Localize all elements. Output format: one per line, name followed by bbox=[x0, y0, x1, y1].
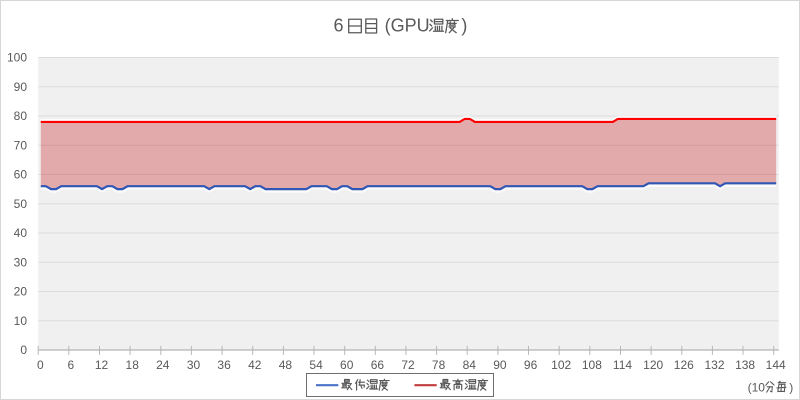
svg-text:132: 132 bbox=[704, 358, 724, 372]
svg-text:): ) bbox=[789, 380, 793, 394]
svg-text:(GPU: (GPU bbox=[385, 15, 430, 35]
svg-text:102: 102 bbox=[551, 358, 571, 372]
svg-text:(10: (10 bbox=[748, 380, 766, 394]
svg-text:10: 10 bbox=[14, 314, 28, 328]
svg-text:144: 144 bbox=[766, 358, 786, 372]
svg-text:100: 100 bbox=[7, 51, 27, 65]
svg-text:0: 0 bbox=[37, 358, 44, 372]
svg-text:138: 138 bbox=[735, 358, 755, 372]
svg-text:18: 18 bbox=[126, 358, 140, 372]
svg-text:24: 24 bbox=[156, 358, 170, 372]
svg-text:80: 80 bbox=[14, 109, 28, 123]
svg-text:6: 6 bbox=[68, 358, 75, 372]
svg-text:90: 90 bbox=[14, 80, 28, 94]
svg-text:50: 50 bbox=[14, 197, 28, 211]
svg-text:60: 60 bbox=[14, 168, 28, 182]
svg-text:70: 70 bbox=[14, 138, 28, 152]
svg-text:42: 42 bbox=[248, 358, 262, 372]
svg-text:30: 30 bbox=[187, 358, 201, 372]
svg-text:84: 84 bbox=[463, 358, 477, 372]
svg-text:90: 90 bbox=[493, 358, 507, 372]
svg-text:6: 6 bbox=[334, 15, 344, 35]
svg-text:54: 54 bbox=[309, 358, 323, 372]
svg-text:20: 20 bbox=[14, 285, 28, 299]
svg-text:108: 108 bbox=[582, 358, 602, 372]
svg-text:72: 72 bbox=[401, 358, 415, 372]
svg-text:78: 78 bbox=[432, 358, 446, 372]
svg-text:0: 0 bbox=[20, 343, 27, 357]
svg-text:120: 120 bbox=[643, 358, 663, 372]
svg-text:36: 36 bbox=[217, 358, 231, 372]
svg-text:12: 12 bbox=[95, 358, 109, 372]
svg-text:96: 96 bbox=[524, 358, 538, 372]
svg-text:30: 30 bbox=[14, 255, 28, 269]
svg-text:48: 48 bbox=[279, 358, 293, 372]
svg-text:66: 66 bbox=[371, 358, 385, 372]
svg-text:60: 60 bbox=[340, 358, 354, 372]
svg-text:114: 114 bbox=[613, 358, 632, 372]
svg-text:40: 40 bbox=[14, 226, 28, 240]
svg-text:126: 126 bbox=[674, 358, 694, 372]
svg-text:): ) bbox=[461, 15, 467, 35]
